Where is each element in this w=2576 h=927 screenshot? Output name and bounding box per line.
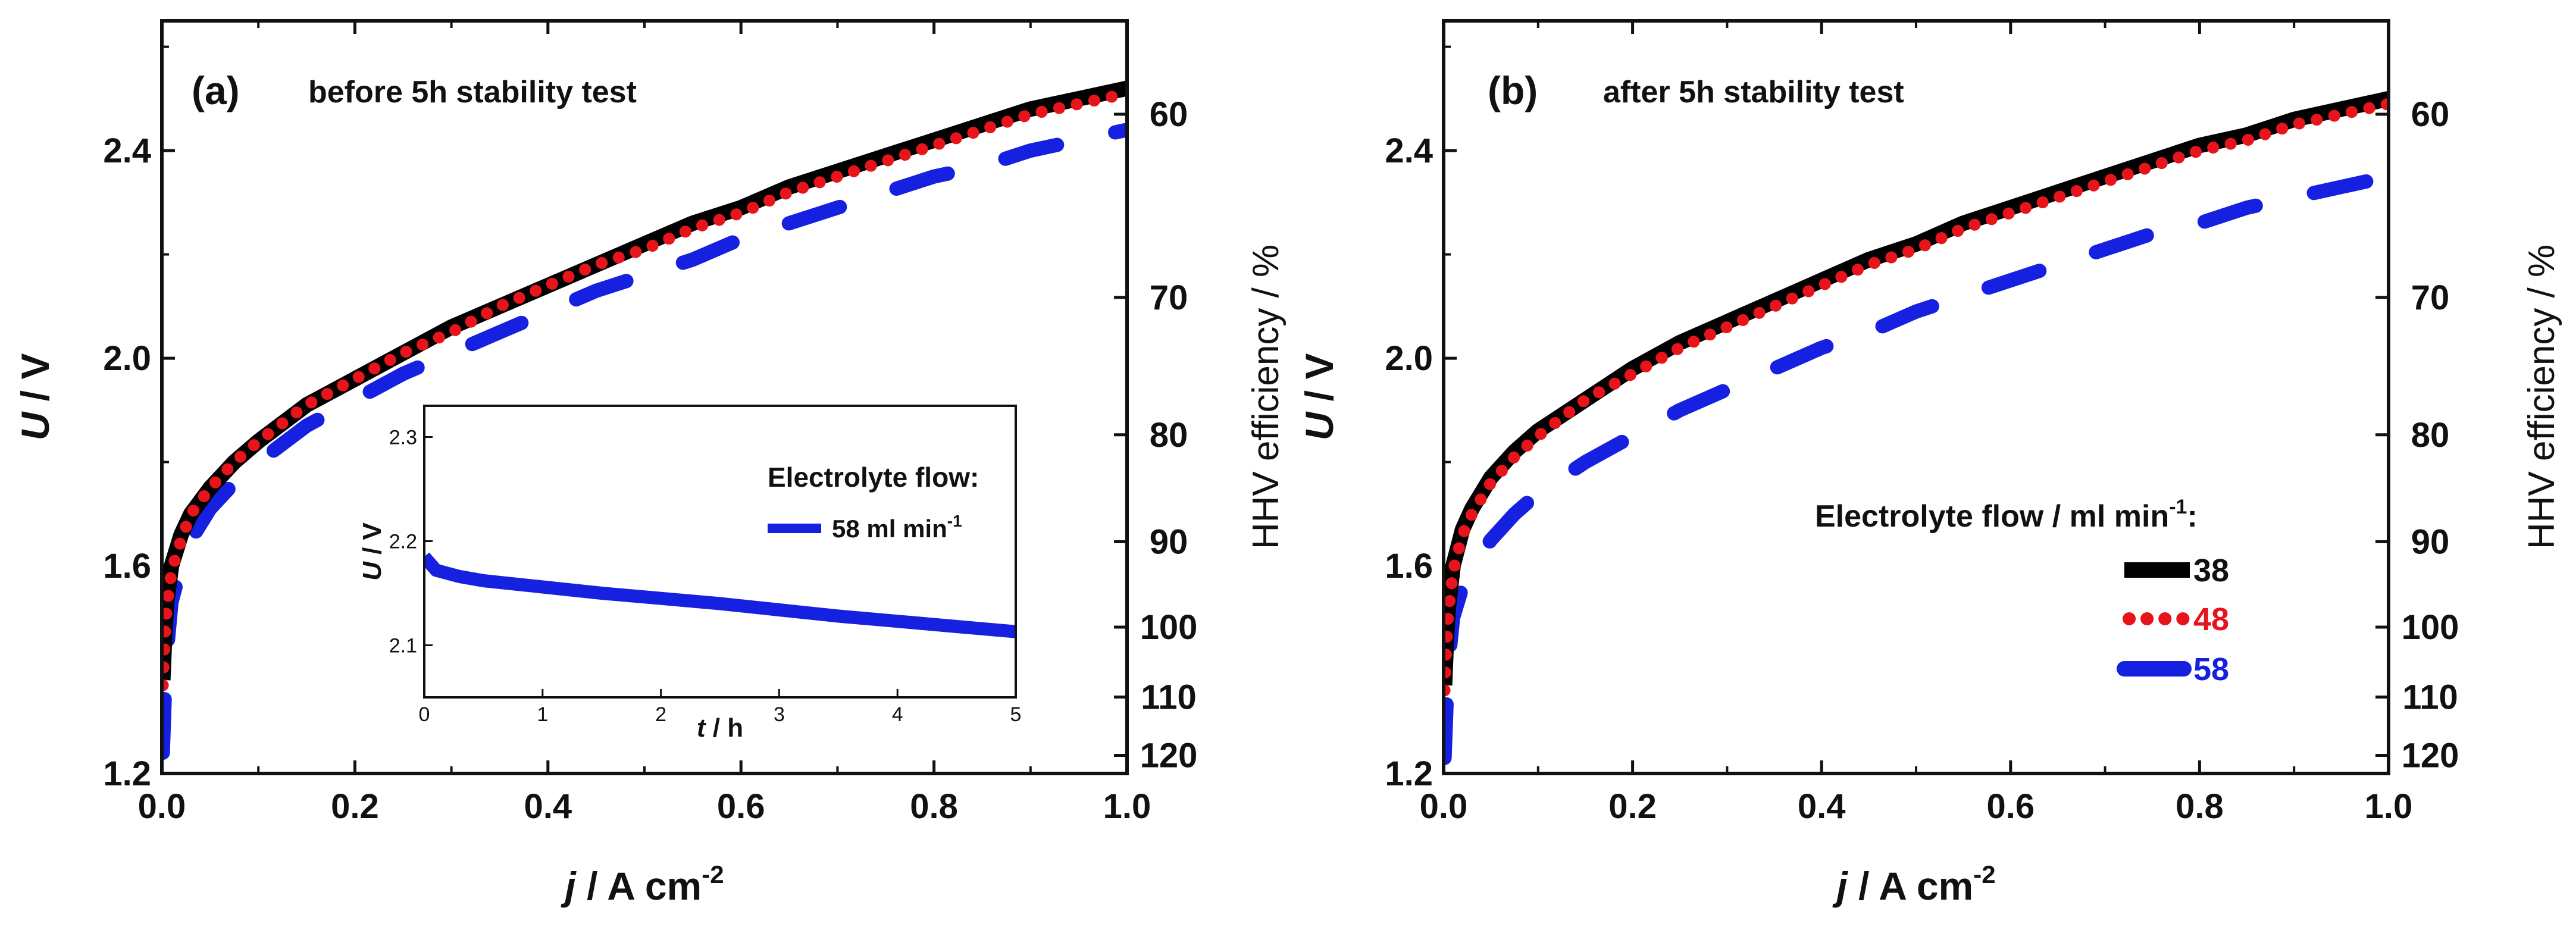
x-tick-label: 0.4 (524, 787, 572, 826)
y-tick-label: 2.0 (1385, 339, 1433, 378)
panel-b-plot-frame (1442, 19, 2390, 775)
inset-x-tick-label: 3 (774, 703, 785, 726)
inset-y-tick-label: 2.3 (389, 427, 417, 449)
inset-x-tick-label: 4 (892, 703, 903, 726)
y-tick-label: 2.4 (1385, 131, 1433, 170)
x-tick-label: 0.4 (1798, 787, 1846, 826)
panel-a-plot-frame (160, 19, 1129, 775)
y2-tick-label: 100 (1140, 608, 1198, 647)
legend-label-38: 38 (2193, 553, 2229, 588)
panel-b-caption: after 5h stability test (1603, 75, 1904, 109)
y2-tick-label: 80 (2411, 416, 2450, 455)
y2-tick-label: 120 (1140, 736, 1198, 775)
y2-tick-label: 80 (1150, 416, 1188, 455)
panel-a-label: (a) (192, 68, 240, 112)
series-line-58 (1444, 169, 2389, 765)
x-tick-label: 0.2 (331, 787, 379, 826)
panel-a-caption: before 5h stability test (308, 75, 637, 109)
panel-a-x-axis-title: j / A cm-2 (560, 860, 724, 908)
x-tick-label: 1.0 (2365, 787, 2413, 826)
x-tick-label: 0.8 (2176, 787, 2224, 826)
y2-tick-label: 70 (1150, 278, 1188, 317)
x-tick-label: 0.0 (1420, 787, 1468, 826)
panel-b-y2-axis-title: HHV efficiency / % (2521, 245, 2562, 549)
x-tick-label: 1.0 (1103, 787, 1151, 826)
y-tick-label: 1.2 (1385, 754, 1433, 793)
y2-tick-label: 90 (1150, 522, 1188, 561)
panel-b-y-axis-title: U / V (1297, 353, 1341, 441)
x-tick-label: 0.2 (1608, 787, 1657, 826)
inset-x-tick-label: 5 (1010, 703, 1022, 726)
y-tick-label: 1.6 (103, 547, 151, 585)
inset-legend-title: Electrolyte flow: (768, 462, 979, 493)
inset-background (424, 406, 1016, 697)
panel-b-ticks: 0.0 0.2 0.4 0.6 0.8 1.0 1.2 1.6 2.0 2.4 60 70 80 90 10… (1385, 21, 2459, 826)
panel-a-y-axis-title: U / V (13, 353, 57, 441)
inset-y-tick-label: 2.2 (389, 531, 417, 553)
y2-tick-label: 100 (2402, 608, 2459, 647)
series-line-48 (162, 87, 1127, 691)
y2-tick-label: 60 (2411, 95, 2450, 134)
y-tick-label: 1.2 (103, 754, 151, 793)
y-tick-label: 1.6 (1385, 547, 1433, 585)
y2-tick-label: 110 (1141, 678, 1197, 717)
legend-label-58: 58 (2193, 652, 2229, 687)
legend-title: Electrolyte flow / ml min-1: (1815, 496, 2198, 534)
series-line-58 (162, 123, 1127, 760)
x-tick-label: 0.8 (910, 787, 958, 826)
y2-tick-label: 110 (2402, 678, 2458, 717)
series-line-48 (1444, 98, 2389, 697)
panel-a-inset: 0 1 2 3 4 5 2.1 2.2 2.3 Electrolyte flow: 58 ml … (358, 405, 1022, 743)
panel-b-chart: 0.0 0.2 0.4 0.6 0.8 1.0 1.2 1.6 2.0 2.4 60 70 80 90 10… (1297, 19, 2562, 908)
panel-b-legend: Electrolyte flow / ml min-1: 38 48 58 (1815, 496, 2229, 687)
x-tick-label: 0.6 (1986, 787, 2034, 826)
inset-x-tick-label: 0 (419, 703, 430, 726)
panel-b-series (1444, 91, 2389, 765)
panel-b-label: (b) (1488, 68, 1538, 112)
x-tick-label: 0.6 (717, 787, 765, 826)
y-tick-label: 2.0 (103, 339, 151, 378)
y2-tick-label: 90 (2411, 522, 2450, 561)
panel-a-ticks: 0.0 0.2 0.4 0.6 0.8 1.01.21.62.02.46070809010… (103, 21, 1197, 826)
inset-series (424, 552, 1016, 638)
panel-a-series (162, 80, 1127, 760)
inset-series-line (424, 552, 1016, 638)
inset-legend-entry: 58 ml min-1 (832, 512, 962, 543)
inset-x-tick-label: 1 (537, 703, 548, 726)
panel-a-chart: 0.0 0.2 0.4 0.6 0.8 1.01.21.62.02.46070809010… (13, 19, 1287, 908)
y-tick-label: 2.4 (103, 131, 151, 170)
panel-b-x-axis-title: j / A cm-2 (1832, 860, 1995, 908)
legend-label-48: 48 (2193, 602, 2229, 637)
y2-tick-label: 60 (1150, 95, 1188, 134)
y2-tick-label: 70 (2411, 278, 2450, 317)
inset-y-axis-title: U / V (358, 522, 387, 580)
x-tick-label: 0.0 (138, 787, 186, 826)
inset-x-tick-label: 2 (655, 703, 666, 726)
inset-x-axis-title: t / h (697, 713, 743, 743)
y2-tick-label: 120 (2402, 736, 2459, 775)
inset-y-tick-label: 2.1 (389, 635, 417, 657)
panel-a-y2-axis-title: HHV efficiency / % (1245, 245, 1287, 549)
inset-frame (423, 405, 1017, 699)
